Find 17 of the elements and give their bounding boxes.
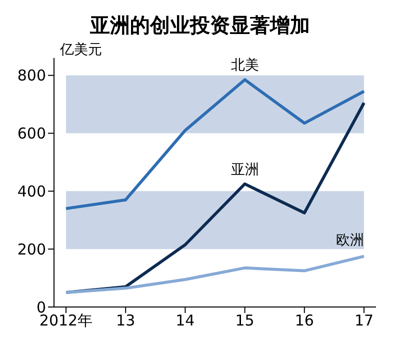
y-tick-label: 800	[17, 66, 46, 85]
y-tick-label: 600	[17, 124, 46, 143]
x-tick-label: 15	[235, 312, 254, 330]
x-tick-label: 2012年	[39, 312, 93, 330]
series-label: 北美	[230, 58, 259, 74]
line-series	[64, 78, 366, 210]
series-label: 亚洲	[230, 162, 259, 178]
chart-title: 亚洲的创业投资显著增加	[89, 12, 311, 39]
y-tick-label: 400	[17, 182, 46, 201]
y-axis-title: 亿美元	[59, 42, 102, 58]
x-tick-label: 16	[294, 312, 314, 330]
y-tick-label: 200	[17, 240, 46, 258]
line-series	[64, 254, 366, 294]
x-tick-label: 13	[116, 312, 136, 330]
x-tick-label: 17	[354, 312, 374, 330]
x-tick-label: 14	[176, 312, 195, 330]
series-label: 欧洲	[336, 232, 364, 248]
